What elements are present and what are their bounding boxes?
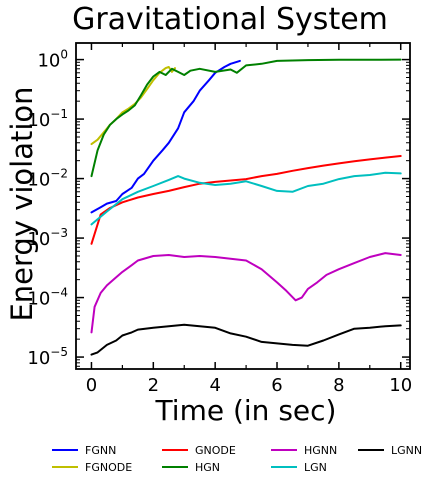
legend-label-fgnode: FGNODE (85, 461, 132, 474)
plot-frame (75, 42, 411, 370)
x-tick-label: 6 (271, 375, 282, 396)
series-line-hgnn (90, 252, 402, 334)
series-line-gnode (90, 155, 402, 245)
y-tick-label: 10−2 (27, 167, 68, 191)
x-tick-label: 10 (389, 375, 412, 396)
legend-label-fgnn: FGNN (85, 444, 116, 457)
series-layer (90, 58, 402, 356)
legend-label-hgn: HGN (195, 461, 220, 474)
x-tick-label: 2 (148, 375, 159, 396)
y-tick-label: 10−5 (27, 345, 68, 369)
y-tick-label: 100 (37, 48, 68, 72)
x-tick-label: 8 (333, 375, 344, 396)
legend-label-lgnn: LGNN (391, 444, 422, 457)
legend: FGNN FGNODE GNODE HGN HGNN LGN LGNN (52, 444, 422, 474)
y-tick-label: 10−3 (27, 226, 68, 250)
axes-layer: 0 2 4 6 8 10 10−5 10−4 10−3 10−2 10−1 100 (27, 42, 412, 396)
y-axis-label: Energy violation (5, 86, 39, 321)
series-line-fgnn (90, 59, 241, 214)
legend-label-gnode: GNODE (195, 444, 236, 457)
x-tick-label: 4 (209, 375, 220, 396)
series-line-hgn (90, 58, 402, 178)
chart-title: Gravitational System (72, 2, 388, 37)
x-axis-label: Time (in sec) (155, 394, 337, 427)
y-tick-label: 10−4 (27, 286, 68, 310)
legend-label-lgn: LGN (304, 461, 327, 474)
series-line-lgn (90, 171, 402, 226)
y-tick-label: 10−1 (27, 107, 68, 131)
legend-label-hgnn: HGNN (304, 444, 337, 457)
series-line-lgnn (90, 323, 402, 356)
x-tick-label: 0 (86, 375, 97, 396)
